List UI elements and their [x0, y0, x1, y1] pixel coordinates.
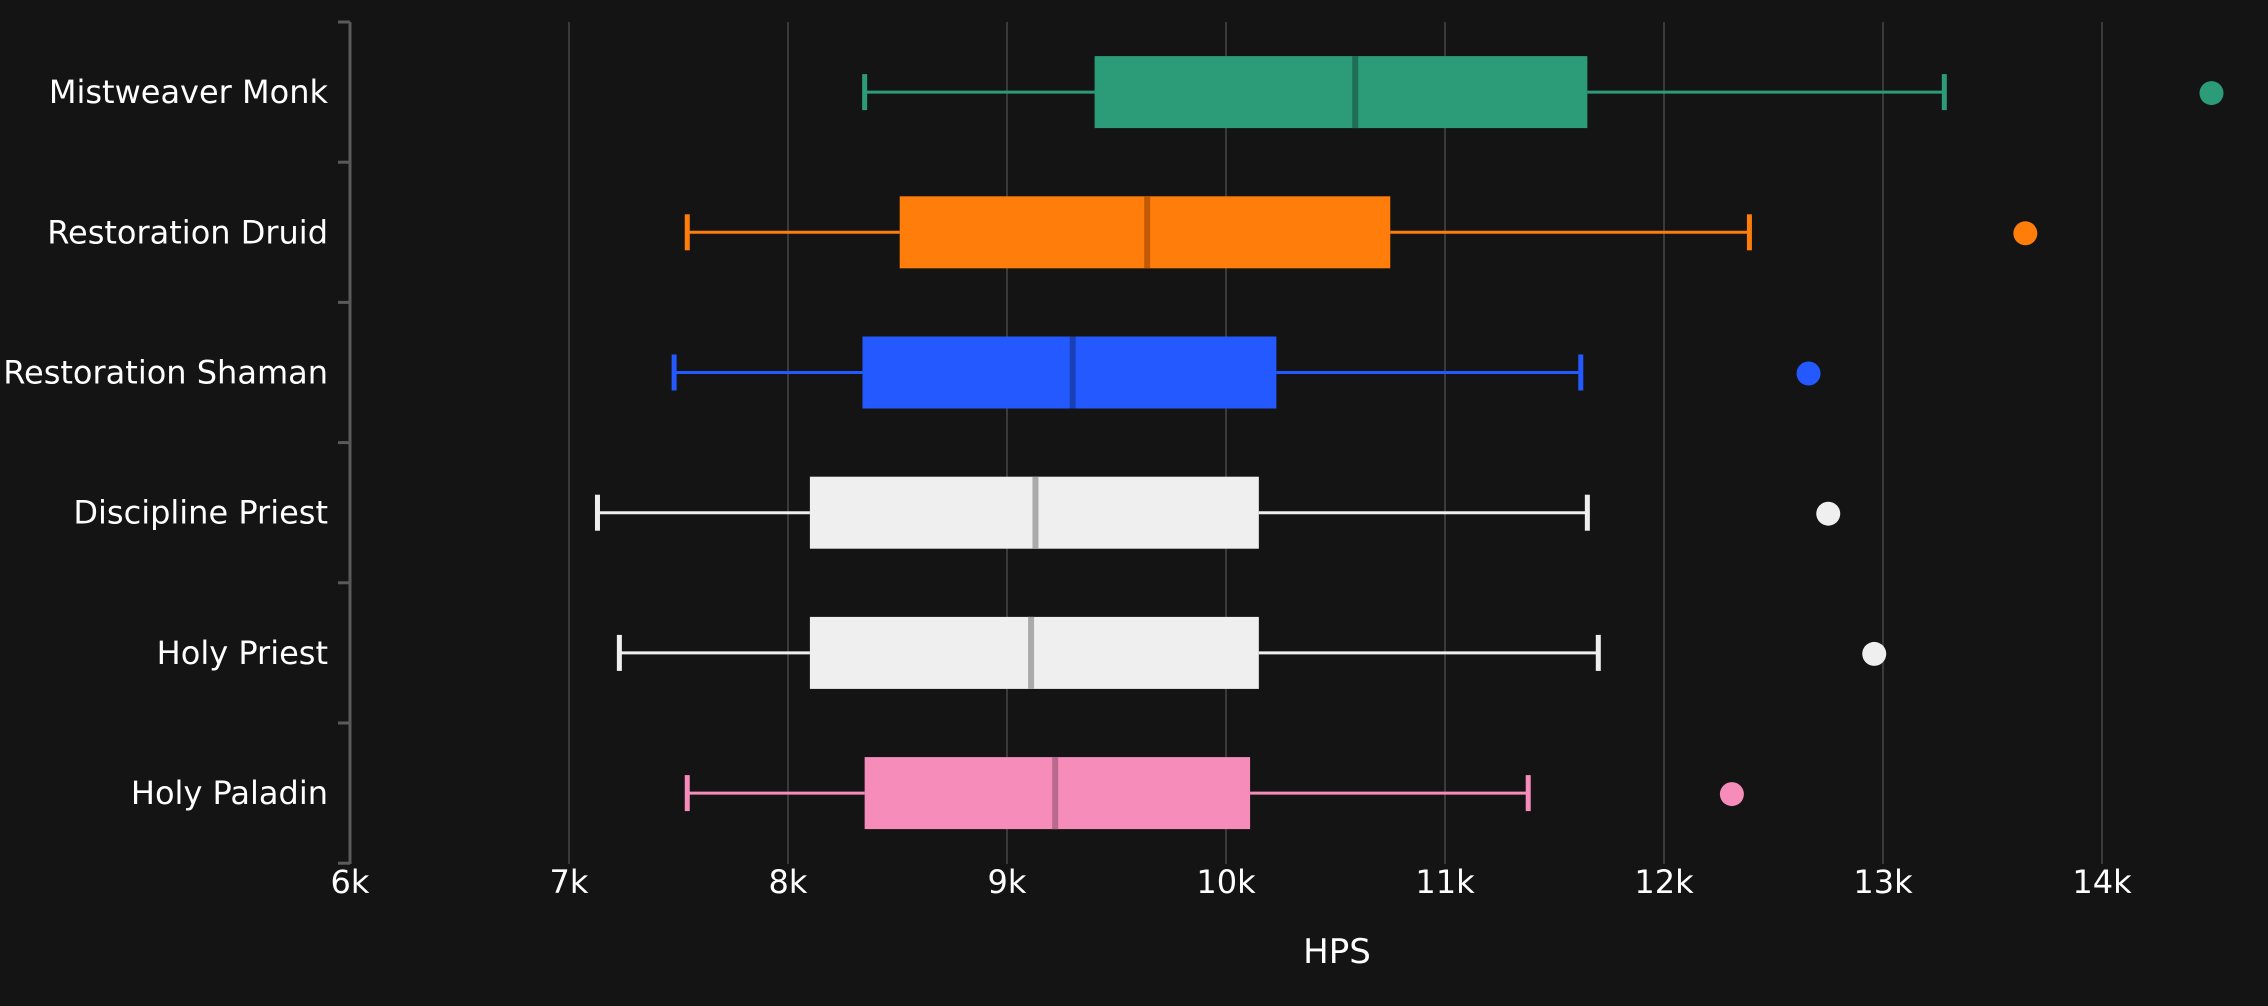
box-group-restoration-druid: Restoration Druid [47, 196, 2038, 269]
outlier-point [1719, 782, 1744, 807]
x-tick-label: 9k [988, 863, 1027, 901]
x-axis-title: HPS [1303, 932, 1371, 972]
category-label: Mistweaver Monk [49, 73, 329, 111]
x-tick-label: 7k [550, 863, 589, 901]
outlier-point [1862, 641, 1887, 666]
category-label: Holy Priest [157, 634, 328, 672]
outlier-point [2013, 221, 2038, 246]
box-layer: Mistweaver Monk Restoration Druid Restorat… [3, 56, 2224, 830]
x-tick-label: 8k [769, 863, 808, 901]
x-tick-label: 6k [331, 863, 370, 901]
x-tick-label: 13k [1853, 863, 1913, 901]
box-group-holy-priest: Holy Priest [157, 616, 1887, 689]
box-group-mistweaver-monk: Mistweaver Monk [49, 56, 2224, 129]
axis-layer: 6k 7k 8k 9k 10k 11k 12k 13k 14k [331, 20, 2132, 901]
iqr-box [809, 616, 1259, 689]
box-group-restoration-shaman: Restoration Shaman [3, 336, 1821, 409]
iqr-box [862, 336, 1277, 409]
x-tick-label: 12k [1634, 863, 1694, 901]
iqr-box [1094, 56, 1588, 129]
category-label: Discipline Priest [73, 494, 328, 532]
x-tick-label: 11k [1415, 863, 1475, 901]
x-tick-label: 10k [1196, 863, 1256, 901]
category-label: Holy Paladin [131, 774, 328, 812]
outlier-point [1816, 501, 1841, 526]
outlier-point [1796, 361, 1821, 386]
x-tick-label: 14k [2072, 863, 2132, 901]
category-label: Restoration Shaman [3, 354, 328, 392]
box-group-discipline-priest: Discipline Priest [73, 476, 1841, 549]
box-group-holy-paladin: Holy Paladin [131, 757, 1744, 830]
outlier-point [2199, 81, 2224, 106]
grid-layer [568, 22, 2103, 864]
category-label: Restoration Druid [47, 213, 328, 251]
